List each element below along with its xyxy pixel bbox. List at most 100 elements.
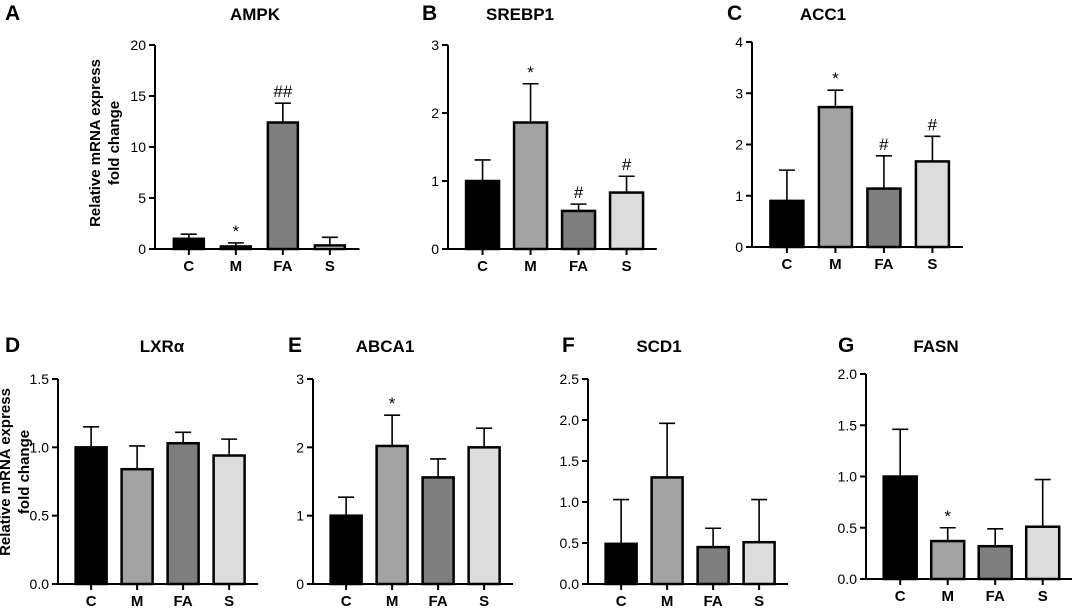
bar-c (74, 446, 108, 586)
bar-fa (266, 121, 300, 251)
category-label: M (386, 593, 399, 610)
chart-panel-e: E ABCA1 C * M FA S 0 1 2 3 (288, 334, 514, 610)
y-tick-label: 1 (296, 508, 304, 524)
y-tick-label: 1.5 (560, 453, 580, 469)
y-axis-title-line2: fold change (16, 430, 33, 514)
bar-fa (421, 476, 455, 586)
significance-marker: # (574, 183, 584, 202)
y-tick-label: 1.5 (30, 371, 50, 387)
panel-letter: E (288, 334, 302, 357)
bar-s (742, 540, 776, 586)
y-tick-label: 15 (130, 88, 146, 104)
y-tick-label: 2 (296, 439, 304, 455)
y-tick-label: 1 (431, 173, 439, 189)
category-label: S (325, 258, 335, 275)
category-label: FA (986, 588, 1005, 605)
y-tick-label: 0 (138, 241, 146, 257)
bar-c (329, 514, 363, 586)
category-label: C (616, 593, 627, 610)
panel-title: SCD1 (636, 337, 681, 356)
category-label: M (131, 593, 144, 610)
y-tick-label: 0.0 (30, 576, 50, 592)
category-label: FA (569, 258, 588, 275)
category-label: M (941, 588, 954, 605)
chart-panel-c: C ACC1 C * M # FA # S 0 1 2 3 4 (727, 2, 963, 273)
bar-c (464, 179, 501, 251)
category-label: M (230, 258, 243, 275)
panel-title: SREBP1 (486, 5, 554, 24)
y-tick-label: 0.5 (30, 508, 50, 524)
y-tick-label: 0 (296, 576, 304, 592)
category-label: FA (429, 593, 448, 610)
y-tick-label: 0.5 (838, 520, 858, 536)
category-label: M (524, 258, 537, 275)
chart-panel-b: B SREBP1 C * M # FA # S 0 1 2 3 (422, 2, 657, 275)
category-label: FA (704, 593, 723, 610)
category-label: FA (273, 258, 292, 275)
panel-letter: G (838, 334, 854, 357)
bar-m (375, 444, 409, 586)
bar-fa (560, 209, 597, 251)
bar-s (212, 454, 246, 586)
chart-panel-d: D LXRα C M FA S 0.0 0.5 1.0 1.5 (5, 334, 259, 610)
panel-letter: C (727, 2, 742, 25)
y-tick-label: 0.0 (838, 571, 858, 587)
y-tick-label: 2 (431, 105, 439, 121)
y-tick-label: 0 (431, 241, 439, 257)
y-tick-label: 1 (735, 188, 743, 204)
category-label: C (341, 593, 352, 610)
y-tick-label: 1.0 (560, 494, 580, 510)
panel-title: ABCA1 (356, 337, 415, 356)
significance-marker: * (944, 507, 951, 526)
bar-s (608, 191, 645, 251)
bar-c (882, 475, 918, 581)
bar-fa (696, 545, 730, 586)
category-label: C (86, 593, 97, 610)
y-tick-label: 0.0 (560, 576, 580, 592)
bar-m (817, 105, 854, 249)
category-label: C (477, 258, 488, 275)
y-tick-label: 5 (138, 190, 146, 206)
y-tick-label: 4 (735, 34, 743, 50)
panel-letter: D (5, 334, 20, 357)
bar-s (914, 160, 951, 249)
category-label: C (895, 588, 906, 605)
category-label: C (183, 258, 194, 275)
significance-marker: # (928, 115, 938, 134)
panel-title: FASN (913, 337, 958, 356)
category-label: M (829, 256, 842, 273)
bar-fa (977, 544, 1013, 581)
y-tick-label: 0 (735, 239, 743, 255)
category-label: FA (874, 256, 893, 273)
significance-marker: * (832, 69, 839, 88)
category-label: S (224, 593, 234, 610)
y-axis-title-line2: fold change (106, 101, 123, 185)
y-axis-title-top: Relative mRNA express fold change (87, 59, 123, 227)
bar-c (172, 237, 206, 251)
chart-panel-g: G FASN C * M FA S 0.0 0.5 1.0 1.5 2.0 (838, 334, 1072, 605)
y-tick-label: 1.5 (838, 417, 858, 433)
y-axis-title-line1: Relative mRNA express (0, 388, 14, 556)
bar-m (650, 476, 684, 586)
y-axis-title-line1: Relative mRNA express (87, 59, 104, 227)
y-tick-label: 0.5 (560, 535, 580, 551)
category-label: FA (174, 593, 193, 610)
y-tick-label: 2.0 (560, 412, 580, 428)
significance-marker: # (622, 155, 632, 174)
bar-m (512, 121, 549, 251)
significance-marker: * (233, 222, 240, 241)
category-label: S (1038, 588, 1048, 605)
bar-m (120, 467, 154, 586)
bar-m (929, 539, 966, 581)
y-tick-label: 10 (130, 139, 146, 155)
y-tick-label: 3 (735, 85, 743, 101)
category-label: S (479, 593, 489, 610)
chart-panel-f: F SCD1 C M FA S 0.0 0.5 1.0 1.5 2.0 2.5 (560, 334, 789, 610)
panel-letter: F (562, 334, 575, 357)
category-label: S (927, 256, 937, 273)
y-tick-label: 3 (296, 371, 304, 387)
significance-marker: ## (273, 82, 292, 101)
panel-letter: A (5, 2, 20, 25)
significance-marker: # (879, 135, 889, 154)
